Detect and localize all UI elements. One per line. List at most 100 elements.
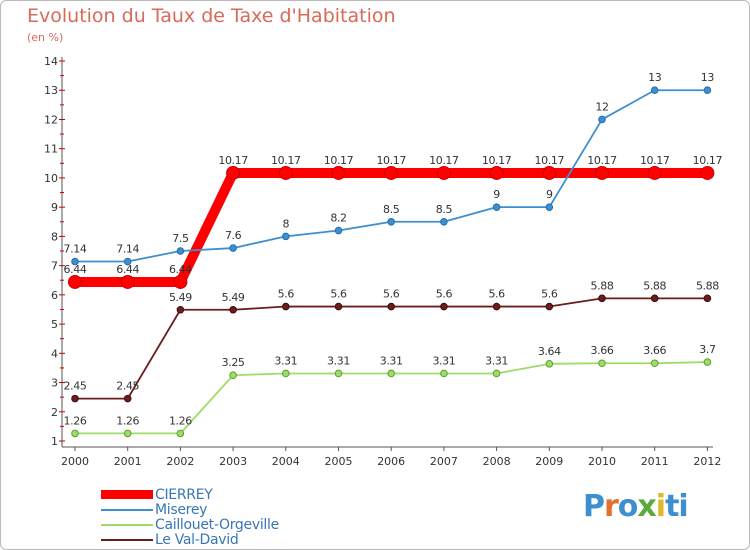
legend-swatch	[101, 523, 153, 526]
data-label: 3.31	[485, 354, 508, 367]
x-tick-label: 2010	[588, 455, 616, 468]
x-tick-label: 2008	[483, 455, 511, 468]
data-label: 3.31	[274, 354, 297, 367]
data-label: 3.7	[699, 343, 716, 356]
data-point	[173, 274, 188, 289]
data-point	[598, 294, 606, 303]
data-label: 1.26	[64, 414, 87, 427]
y-tick-label: 9	[51, 201, 58, 214]
data-point	[71, 257, 79, 266]
legend-item: CIERREY	[101, 487, 279, 503]
data-label: 10.17	[535, 154, 565, 167]
data-point	[123, 394, 132, 403]
data-label: 3.66	[591, 344, 614, 357]
data-label: 5.88	[591, 279, 614, 292]
data-label: 5.6	[330, 288, 347, 301]
data-point	[331, 165, 346, 180]
data-label: 5.49	[169, 291, 192, 304]
x-tick-label: 2005	[325, 455, 353, 468]
data-point	[545, 302, 554, 311]
legend-label: Caillouet-Orgeville	[155, 516, 279, 533]
data-label: 2.45	[64, 380, 87, 393]
data-label: 10.17	[482, 154, 512, 167]
data-point	[226, 165, 241, 180]
data-point	[229, 244, 237, 252]
y-tick-label: 8	[51, 230, 58, 243]
data-point	[71, 429, 79, 438]
logo-letter: x	[637, 489, 656, 524]
data-label: 8.5	[436, 203, 453, 216]
x-tick-label: 2003	[219, 455, 247, 468]
data-label: 3.31	[380, 354, 403, 367]
data-label: 5.6	[541, 288, 558, 301]
data-point	[387, 302, 396, 311]
data-point	[598, 359, 606, 368]
data-label: 10.17	[587, 154, 617, 167]
data-point	[176, 429, 185, 438]
data-label: 10.17	[218, 154, 248, 167]
data-label: 5.88	[696, 279, 719, 292]
data-label: 1.26	[116, 414, 139, 427]
data-point	[71, 394, 79, 403]
data-label: 3.64	[538, 345, 561, 358]
legend-item: Le Val-David	[101, 531, 279, 548]
chart-title: Evolution du Taux de Taxe d'Habitation	[27, 5, 396, 27]
y-tick-label: 10	[44, 172, 58, 185]
data-point	[440, 217, 448, 226]
data-label: 3.25	[222, 356, 245, 369]
data-label: 3.66	[643, 344, 666, 357]
data-label: 5.6	[436, 288, 453, 301]
data-point	[387, 369, 396, 378]
data-label: 9	[546, 188, 553, 201]
data-point	[123, 257, 132, 266]
data-label: 5.6	[488, 288, 505, 301]
data-label: 7.14	[116, 243, 139, 256]
data-label: 3.31	[327, 354, 350, 367]
data-point	[703, 358, 712, 366]
chart-legend: CIERREY Miserey Caillouet-Orgeville Le Val-…	[101, 487, 279, 548]
data-label: 10.17	[271, 154, 301, 167]
data-point	[440, 302, 448, 311]
data-point	[650, 294, 659, 303]
data-label: 8	[282, 217, 289, 230]
data-label: 2.45	[116, 380, 139, 393]
data-point	[229, 305, 237, 314]
data-label: 5.6	[383, 288, 400, 301]
data-point	[384, 165, 399, 180]
data-label: 10.17	[324, 154, 354, 167]
data-label: 9	[493, 188, 500, 201]
data-point	[700, 165, 715, 180]
x-tick-label: 2000	[61, 455, 89, 468]
data-point	[334, 302, 343, 311]
logo-letter: ti	[665, 489, 689, 524]
data-label: 10.17	[376, 154, 406, 167]
x-tick-label: 2011	[641, 455, 669, 468]
data-label: 5.49	[222, 291, 245, 304]
legend-item: Miserey	[101, 502, 279, 518]
data-point	[123, 429, 132, 438]
data-point	[545, 203, 554, 211]
data-label: 5.88	[643, 279, 666, 292]
legend-label: Le Val-David	[155, 531, 239, 548]
legend-swatch	[101, 538, 153, 541]
data-point	[334, 369, 343, 378]
data-point	[120, 274, 135, 289]
data-point	[282, 232, 290, 241]
data-point	[387, 217, 396, 226]
data-label: 1.26	[169, 414, 192, 427]
x-tick-label: 2006	[377, 455, 405, 468]
data-point	[282, 369, 290, 378]
chart-subtitle: (en %)	[27, 31, 64, 44]
data-point	[176, 305, 185, 314]
data-point	[440, 369, 448, 378]
data-point	[229, 371, 237, 380]
y-tick-label: 12	[44, 113, 58, 126]
data-label: 5.6	[278, 288, 295, 301]
logo-letter: i	[655, 489, 666, 524]
data-point	[176, 247, 185, 255]
data-point	[595, 165, 609, 180]
logo-letter: o	[617, 489, 639, 524]
y-tick-label: 11	[44, 143, 58, 156]
data-point	[278, 165, 293, 180]
